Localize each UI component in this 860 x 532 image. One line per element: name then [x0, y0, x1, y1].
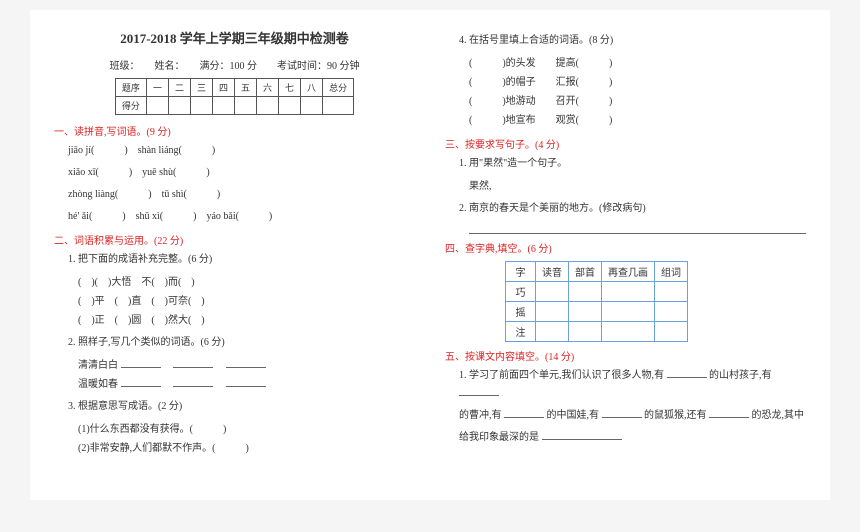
q-text: 清清白白 — [78, 356, 415, 375]
blank — [121, 377, 161, 387]
q-text: ( )的头发 提高( ) — [469, 54, 806, 73]
q-text: 温暖如春 — [78, 375, 415, 394]
example-word: 清清白白 — [78, 360, 118, 371]
blank — [121, 358, 161, 368]
q-text: 4. 在括号里填上合适的词语。(8 分) — [459, 32, 806, 50]
example-word: 温暖如春 — [78, 379, 118, 390]
pinyin-line: zhòng liàng( ) tū shì( ) — [68, 186, 415, 204]
q-text: 给我印象最深的是 — [459, 429, 806, 447]
blank — [504, 408, 544, 418]
score-row-label: 得分 — [115, 97, 146, 115]
q-text: 的曹冲,有 的中国娃,有 的鼠狐猴,还有 的恐龙,其中 — [459, 407, 806, 425]
text: 1. 学习了前面四个单元,我们认识了很多人物,有 — [459, 370, 664, 381]
score-h: 四 — [212, 79, 234, 97]
blank — [173, 358, 213, 368]
blank — [226, 377, 266, 387]
q-text: 1. 用"果然"造一个句子。 — [459, 155, 806, 173]
blank — [667, 368, 707, 378]
blank — [542, 430, 622, 440]
pinyin-line: hé' ǎi( ) shū xì( ) yáo bǎi( ) — [68, 208, 415, 226]
score-h: 八 — [301, 79, 323, 97]
score-h: 七 — [279, 79, 301, 97]
text: 的曹冲,有 — [459, 410, 502, 421]
q-text: 果然, — [469, 177, 806, 196]
dict-char: 摇 — [506, 302, 536, 322]
dict-th: 部首 — [569, 262, 602, 282]
pinyin-line: jiāo jí( ) shàn liáng( ) — [68, 142, 415, 160]
blank — [226, 358, 266, 368]
q-text: ( )地宣布 观赏( ) — [469, 111, 806, 130]
q-text: 2. 南京的春天是个美丽的地方。(修改病句) — [459, 200, 806, 218]
dict-char: 巧 — [506, 282, 536, 302]
exam-info: 班级： 姓名： 满分：100 分 考试时间：90 分钟 — [54, 57, 415, 72]
dict-th: 读音 — [536, 262, 569, 282]
dict-th: 字 — [506, 262, 536, 282]
section-3-header: 三、按要求写句子。(4 分) — [445, 136, 806, 151]
exam-title: 2017-2018 学年上学期三年级期中检测卷 — [54, 28, 415, 47]
q-text: (2)非常安静,人们都默不作声。( ) — [78, 439, 415, 458]
answer-line — [469, 224, 806, 234]
section-1-header: 一、读拼音,写词语。(9 分) — [54, 123, 415, 138]
q-text: ( )地游动 召开( ) — [469, 92, 806, 111]
section-4-header: 四、查字典,填空。(6 分) — [445, 240, 806, 255]
score-h: 五 — [235, 79, 257, 97]
score-h: 二 — [168, 79, 190, 97]
dictionary-table: 字 读音 部首 再查几画 组词 巧 摇 注 — [505, 261, 688, 342]
q-text: ( )正 ( )圆 ( )然大( ) — [78, 311, 415, 330]
dict-char: 注 — [506, 322, 536, 342]
dict-th: 再查几画 — [602, 262, 655, 282]
blank — [459, 386, 499, 396]
q-text: ( )平 ( )直 ( )可奈( ) — [78, 292, 415, 311]
pinyin-line: xiǎo xī( ) yuē shù( ) — [68, 164, 415, 182]
score-table: 题序 一 二 三 四 五 六 七 八 总分 得分 — [115, 78, 354, 115]
text: 给我印象最深的是 — [459, 432, 539, 443]
text: 的山村孩子,有 — [709, 370, 772, 381]
q-text: 1. 学习了前面四个单元,我们认识了很多人物,有 的山村孩子,有 — [459, 367, 806, 403]
q-text: ( )的帽子 汇报( ) — [469, 73, 806, 92]
blank — [709, 408, 749, 418]
text: 的鼠狐猴,还有 — [644, 410, 707, 421]
dict-th: 组词 — [655, 262, 688, 282]
score-h: 一 — [146, 79, 168, 97]
score-h: 题序 — [115, 79, 146, 97]
blank — [173, 377, 213, 387]
section-2-header: 二、词语积累与运用。(22 分) — [54, 232, 415, 247]
q-text: ( )( )大悟 不( )而( ) — [78, 273, 415, 292]
q-text: 2. 照样子,写几个类似的词语。(6 分) — [68, 334, 415, 352]
score-h: 总分 — [323, 79, 354, 97]
q-text: 3. 根据意思写成语。(2 分) — [68, 398, 415, 416]
score-h: 六 — [257, 79, 279, 97]
section-5-header: 五、按课文内容填空。(14 分) — [445, 348, 806, 363]
blank — [602, 408, 642, 418]
text: 的恐龙,其中 — [752, 410, 805, 421]
score-h: 三 — [190, 79, 212, 97]
text: 的中国娃,有 — [547, 410, 600, 421]
q-text: 1. 把下面的成语补充完整。(6 分) — [68, 251, 415, 269]
q-text: (1)什么东西都没有获得。( ) — [78, 420, 415, 439]
